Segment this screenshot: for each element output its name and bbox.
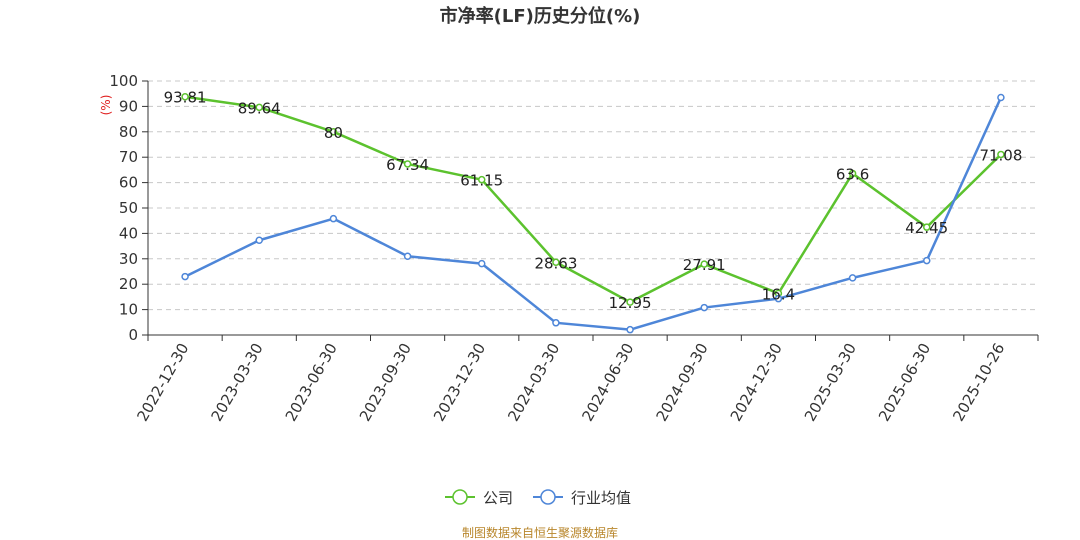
data-label: 16.4 [762, 285, 795, 303]
data-label: 93.81 [164, 89, 207, 107]
data-point [403, 160, 412, 168]
y-tick-label: 10 [119, 301, 138, 319]
data-point [255, 236, 263, 245]
x-tick-label: 2023-06-30 [282, 340, 341, 425]
legend[interactable]: 公司 行业均值 [445, 489, 631, 507]
data-label: 89.64 [238, 99, 281, 117]
series-industry-average [181, 93, 1005, 334]
y-tick-label: 60 [119, 174, 138, 192]
data-point [848, 274, 857, 282]
y-tick-label: 50 [119, 199, 138, 217]
y-tick-label: 100 [109, 72, 138, 90]
y-tick-label: 30 [119, 250, 138, 268]
data-point [700, 260, 708, 268]
data-point [181, 92, 189, 101]
data-labels: 93.81 89.64 80 67.34 61.15 28.63 12.95 27.91 16.… [164, 89, 1023, 312]
x-tick-label: 2024-03-30 [504, 340, 563, 425]
data-point [552, 258, 560, 267]
data-point [848, 169, 857, 178]
x-tick-label: 2024-12-30 [727, 340, 786, 425]
x-tick-label: 2025-10-26 [949, 340, 1008, 425]
x-tick-label: 2023-12-30 [430, 340, 489, 425]
data-label: 67.34 [386, 156, 429, 174]
x-tick-label: 2024-06-30 [578, 340, 637, 425]
series-line [184, 96, 1003, 331]
y-tick-label: 90 [119, 97, 138, 115]
data-point [923, 256, 931, 265]
x-tick-label: 2025-06-30 [875, 340, 934, 425]
x-tick-label: 2023-03-30 [208, 340, 267, 425]
y-axis-unit: (%) [99, 95, 113, 116]
data-source-note: 制图数据来自恒生聚源数据库 [462, 525, 618, 540]
legend-item-industry-average[interactable]: 行业均值 [533, 489, 631, 507]
series-company [181, 92, 1005, 306]
data-point [255, 103, 263, 112]
legend-label: 公司 [483, 489, 513, 507]
series-line [184, 95, 1002, 304]
legend-marker [452, 489, 468, 505]
data-point [478, 175, 486, 184]
data-point [552, 319, 560, 327]
data-label: 28.63 [534, 254, 577, 272]
data-point [923, 223, 931, 231]
y-tick-label: 0 [128, 326, 138, 344]
x-tick-label: 2023-09-30 [356, 340, 415, 425]
data-point [626, 298, 634, 306]
data-point [700, 303, 708, 312]
data-point [329, 214, 338, 223]
x-tick-label: 2025-03-30 [801, 340, 860, 425]
data-label: 12.95 [609, 294, 652, 312]
data-label: 63.6 [836, 165, 869, 183]
data-point [997, 150, 1005, 159]
data-point [181, 272, 189, 281]
series-layer: 93.81 89.64 80 67.34 61.15 28.63 12.95 27.91 16.… [164, 89, 1023, 334]
data-label: 71.08 [979, 146, 1022, 164]
data-point [626, 325, 634, 334]
data-label: 27.91 [683, 256, 726, 274]
chart-title: 市净率(LF)历史分位(%) [440, 5, 641, 27]
legend-item-company[interactable]: 公司 [445, 489, 513, 507]
legend-marker [540, 489, 556, 505]
data-label: 80 [324, 124, 343, 142]
grid-lines [148, 80, 1038, 311]
y-tick-label: 80 [119, 123, 138, 141]
data-point [403, 252, 412, 261]
data-point [478, 259, 486, 268]
data-label: 42.45 [905, 219, 948, 237]
data-point [997, 93, 1005, 102]
data-point [329, 128, 338, 136]
axes: 0 10 20 30 40 50 60 70 80 90 100 2022-12-30 2023-03-… [109, 72, 1039, 425]
data-point [774, 294, 783, 303]
y-tick-label: 40 [119, 224, 138, 242]
x-tick-label: 2024-09-30 [653, 340, 712, 425]
y-tick-label: 70 [119, 148, 138, 166]
y-tick-label: 20 [119, 275, 138, 293]
x-tick-label: 2022-12-30 [133, 340, 192, 425]
legend-label: 行业均值 [571, 489, 631, 507]
data-label: 61.15 [460, 172, 503, 190]
